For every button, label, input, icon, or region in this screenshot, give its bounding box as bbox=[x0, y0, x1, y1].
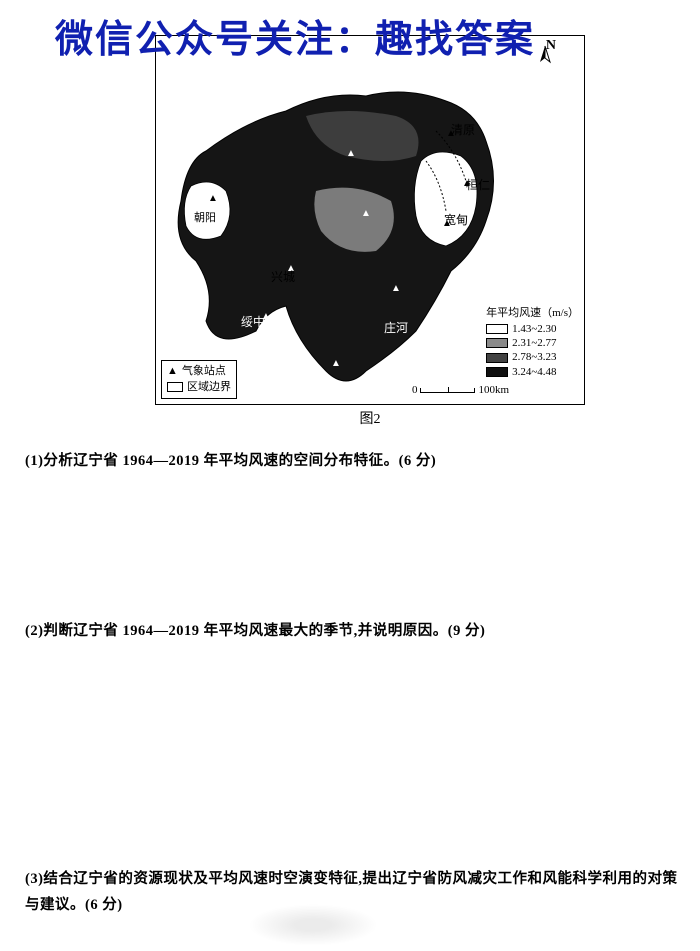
map-caption: 图2 bbox=[155, 408, 585, 428]
map-body: ▲ ▲ ▲ ▲ ▲ ▲ ▲ ▲ ▲ ▲ 清原 桓仁 宽甸 兴城 绥中 朝阳 庄河 bbox=[166, 61, 526, 391]
swatch-3 bbox=[486, 367, 508, 377]
swatch-2 bbox=[486, 353, 508, 363]
wind-range-1-label: 2.31~2.77 bbox=[512, 336, 556, 350]
wind-range-0-label: 1.43~2.30 bbox=[512, 322, 556, 336]
city-chaoyang: 朝阳 bbox=[194, 209, 216, 225]
legend-left: ▲ 气象站点 区域边界 bbox=[161, 360, 237, 399]
city-zhuanghe: 庄河 bbox=[384, 319, 408, 336]
print-smudge bbox=[248, 904, 378, 946]
wind-legend: 年平均风速（m/s） 1.43~2.30 2.31~2.77 2.78~3.23… bbox=[486, 304, 579, 379]
scale-max: 100km bbox=[478, 384, 509, 396]
city-kuandian: 宽甸 bbox=[444, 211, 468, 228]
city-huanren: 桓仁 bbox=[466, 176, 490, 193]
wind-legend-title: 年平均风速（m/s） bbox=[486, 304, 579, 320]
wind-range-0: 1.43~2.30 bbox=[486, 322, 579, 336]
map-figure: N ▲ bbox=[155, 35, 585, 430]
square-icon bbox=[167, 382, 183, 392]
north-arrow-icon bbox=[536, 44, 554, 78]
wind-range-2: 2.78~3.23 bbox=[486, 350, 579, 364]
scale-line-icon bbox=[420, 388, 475, 393]
swatch-1 bbox=[486, 338, 508, 348]
triangle-icon: ▲ bbox=[167, 364, 178, 379]
legend-boundary-label: 区域边界 bbox=[187, 380, 231, 395]
wind-range-2-label: 2.78~3.23 bbox=[512, 350, 556, 364]
svg-text:▲: ▲ bbox=[346, 148, 356, 159]
legend-boundary: 区域边界 bbox=[167, 380, 231, 395]
legend-station-label: 气象站点 bbox=[182, 364, 226, 379]
question-1: (1)分析辽宁省 1964—2019 年平均风速的空间分布特征。(6 分) bbox=[25, 448, 690, 474]
watermark-text: 微信公众号关注：趣找答案 bbox=[55, 8, 535, 63]
question-2: (2)判断辽宁省 1964—2019 年平均风速最大的季节,并说明原因。(9 分… bbox=[25, 618, 690, 644]
scale-zero: 0 bbox=[412, 384, 418, 396]
wind-range-3-label: 3.24~4.48 bbox=[512, 365, 556, 379]
city-qingyuan: 清原 bbox=[451, 121, 475, 138]
svg-text:▲: ▲ bbox=[391, 283, 401, 294]
city-xingcheng: 兴城 bbox=[271, 268, 295, 285]
swatch-0 bbox=[486, 324, 508, 334]
city-suizhong: 绥中 bbox=[241, 313, 265, 330]
svg-text:▲: ▲ bbox=[361, 208, 371, 219]
map-frame: N ▲ bbox=[155, 35, 585, 405]
svg-text:▲: ▲ bbox=[331, 358, 341, 369]
wind-range-1: 2.31~2.77 bbox=[486, 336, 579, 350]
svg-text:▲: ▲ bbox=[208, 193, 218, 204]
wind-range-3: 3.24~4.48 bbox=[486, 365, 579, 379]
scale-bar: 0 100km bbox=[412, 384, 509, 396]
legend-station: ▲ 气象站点 bbox=[167, 364, 231, 379]
